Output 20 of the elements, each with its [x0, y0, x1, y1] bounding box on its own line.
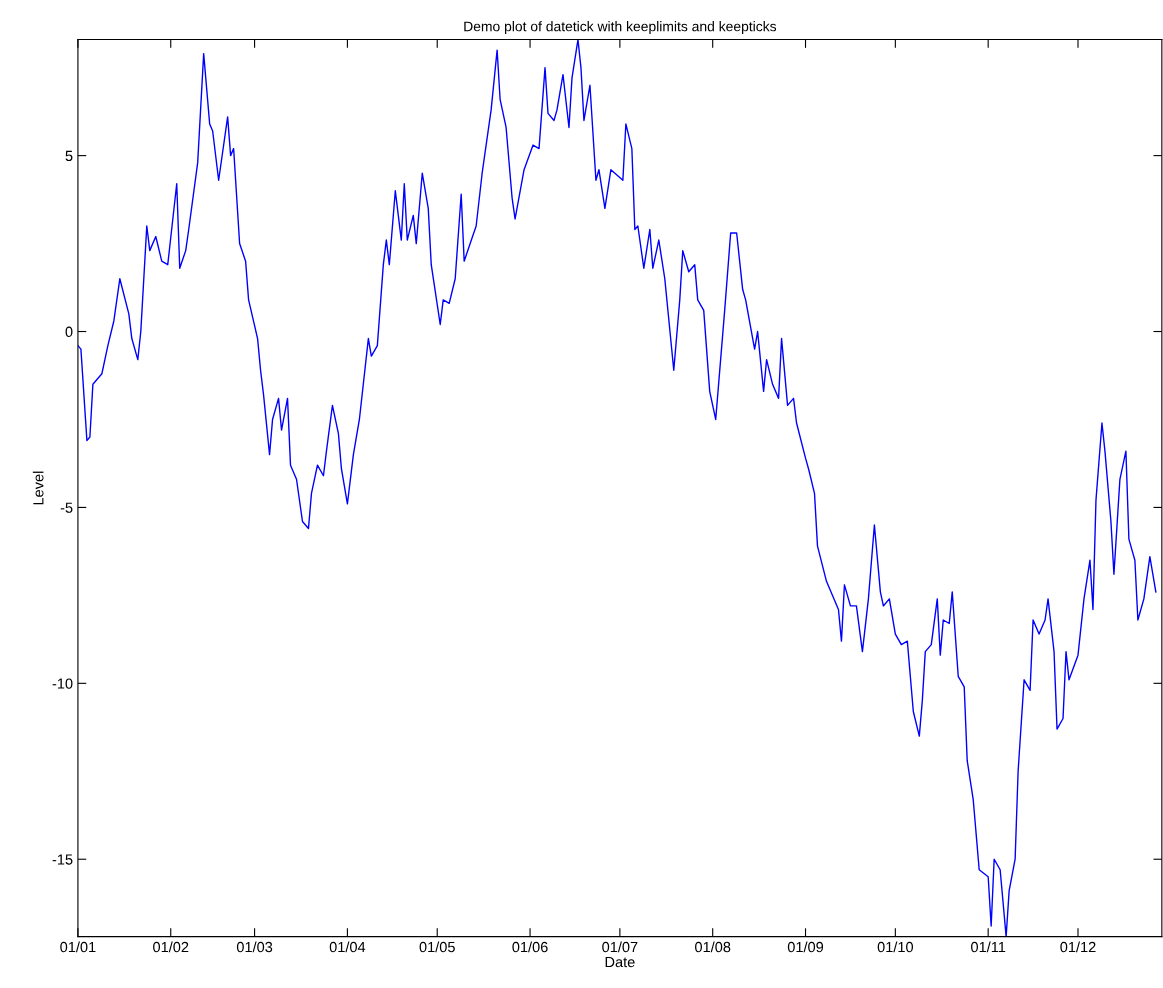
y-tick-label: 5 [65, 150, 73, 162]
x-tick-label: 01/12 [1060, 941, 1096, 953]
y-tick-label: 0 [65, 326, 73, 337]
y-tick-label: -15 [52, 854, 73, 865]
y-tick-label: -10 [52, 678, 73, 689]
x-tick-label: 01/09 [787, 941, 824, 953]
x-tick-label: 01/11 [971, 941, 1006, 953]
x-tick-label: 01/01 [60, 941, 96, 953]
y-tick-label: -5 [60, 502, 73, 513]
x-axis-title: Date [605, 957, 635, 968]
x-tick-label: 01/06 [512, 941, 548, 953]
x-tick-label: 01/04 [329, 941, 366, 953]
x-tick-label: 01/10 [877, 941, 914, 953]
x-tick-label: 01/07 [602, 941, 638, 953]
x-tick-label: 01/02 [153, 941, 189, 953]
x-tick-label: 01/08 [695, 941, 731, 953]
chart-title: Demo plot of datetick with keeplimits and keepticks [464, 21, 777, 35]
x-tick-label: 01/03 [236, 941, 273, 953]
y-axis-title: Level [32, 471, 44, 505]
x-tick-label: 01/05 [419, 941, 455, 953]
